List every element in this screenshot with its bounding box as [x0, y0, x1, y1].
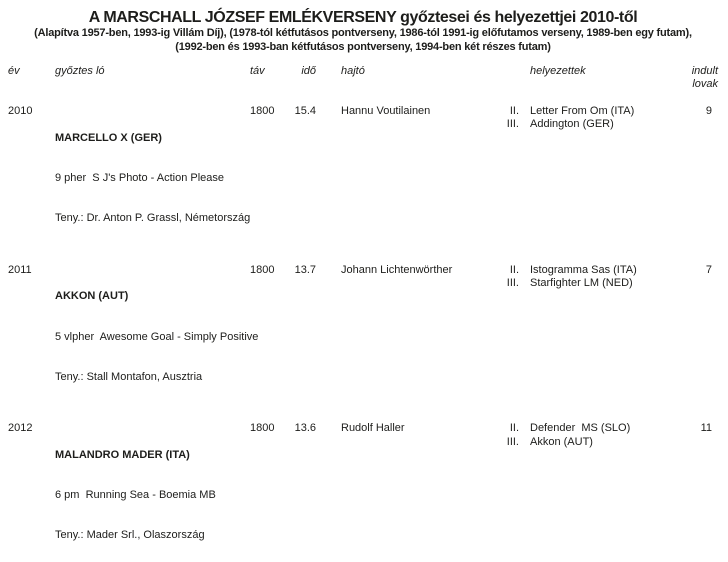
distance-cell: 1800 — [250, 263, 275, 276]
pedigree-line: 9 pher S J's Photo - Action Please — [55, 172, 225, 185]
breeder-line: Teny.: Stall Montafon, Ausztria — [55, 370, 203, 383]
table-header-row: év győztes ló táv idő hajtó helyezettek … — [8, 65, 718, 91]
third-place-horse: Akkon (AUT) — [530, 435, 593, 448]
column-header-winner: győztes ló — [55, 65, 105, 77]
winner-horse-name: AKKON (AUT) — [55, 290, 129, 303]
third-place-horse: Starfighter LM (NED) — [530, 276, 633, 289]
second-place-horse: Defender MS (SLO) — [530, 422, 631, 435]
pedigree-line: 5 vlpher Awesome Goal - Simply Positive — [55, 330, 259, 343]
driver-cell: Rudolf Haller — [341, 422, 405, 435]
distance-cell: 1800 — [250, 422, 275, 435]
third-place-line: III. Akkon (AUT) — [490, 436, 668, 449]
second-place-line: II. Letter From Om (ITA) — [490, 105, 668, 118]
column-header-time: idő — [301, 65, 316, 77]
second-place-line: II. Defender MS (SLO) — [490, 422, 668, 435]
placed-cell: II. Istogramma Sas (ITA) III. Starfighte… — [490, 264, 668, 291]
results-table-body: 2010 MARCELLO X (GER) 9 pher S J's Photo… — [8, 105, 718, 562]
third-place-rank: III. — [506, 276, 519, 289]
distance-cell: 1800 — [250, 105, 275, 117]
third-place-line: III. Addington (GER) — [490, 118, 668, 131]
year-cell: 2010 — [8, 105, 33, 117]
page-title: A MARSCHALL JÓZSEF EMLÉKVERSENY győztese… — [88, 9, 638, 26]
third-place-rank: III. — [506, 435, 519, 448]
winner-cell: MARCELLO X (GER) 9 pher S J's Photo - Ac… — [55, 105, 250, 252]
pedigree-line: 6 pm Running Sea - Boemia MB — [55, 489, 216, 502]
results-table: év győztes ló táv idő hajtó helyezettek … — [8, 65, 718, 562]
second-place-rank: II. — [509, 105, 519, 117]
second-place-rank: II. — [509, 422, 519, 435]
year-cell: 2012 — [8, 422, 33, 435]
column-header-distance: táv — [250, 65, 265, 77]
second-place-line: II. Istogramma Sas (ITA) — [490, 264, 668, 277]
winner-horse-name: MALANDRO MADER (ITA) — [55, 448, 190, 461]
table-row: 2012 MALANDRO MADER (ITA) 6 pm Running S… — [8, 422, 718, 562]
table-row: 2011 AKKON (AUT) 5 vlpher Awesome Goal -… — [8, 264, 718, 411]
started-count-cell: 11 — [700, 422, 712, 435]
breeder-line: Teny.: Dr. Anton P. Grassl, Németország — [55, 212, 251, 225]
placed-cell: II. Letter From Om (ITA) III. Addington … — [490, 105, 668, 132]
year-cell: 2011 — [8, 263, 32, 276]
third-place-line: III. Starfighter LM (NED) — [490, 277, 668, 290]
time-cell: 15.4 — [294, 105, 316, 117]
subtitle-line-1: (Alapítva 1957-ben, 1993-ig Villám Díj),… — [34, 27, 692, 39]
driver-cell: Hannu Voutilainen — [341, 105, 431, 117]
winner-cell: AKKON (AUT) 5 vlpher Awesome Goal - Simp… — [55, 264, 259, 411]
column-header-placed: helyezettek — [530, 65, 586, 77]
breeder-line: Teny.: Mader Srl., Olaszország — [55, 529, 205, 542]
winner-horse-name: MARCELLO X (GER) — [55, 131, 162, 144]
second-place-horse: Letter From Om (ITA) — [530, 105, 635, 117]
column-header-started: indult lovak — [691, 65, 718, 90]
driver-cell: Johann Lichtenwörther — [341, 263, 453, 276]
time-cell: 13.7 — [294, 263, 316, 276]
second-place-horse: Istogramma Sas (ITA) — [530, 263, 637, 276]
table-row: 2010 MARCELLO X (GER) 9 pher S J's Photo… — [8, 105, 718, 252]
column-header-year: év — [8, 65, 20, 77]
subtitle-line-2: (1992-ben és 1993-ban kétfutásos pontver… — [175, 40, 551, 53]
placed-cell: II. Defender MS (SLO) III. Akkon (AUT) — [490, 422, 668, 449]
second-place-rank: II. — [509, 263, 519, 276]
started-count-cell: 7 — [705, 263, 712, 276]
started-count-cell: 9 — [705, 105, 712, 117]
column-header-driver: hajtó — [341, 65, 365, 77]
third-place-horse: Addington (GER) — [530, 118, 614, 131]
third-place-rank: III. — [506, 118, 519, 131]
winner-cell: MALANDRO MADER (ITA) 6 pm Running Sea - … — [55, 422, 250, 562]
time-cell: 13.6 — [294, 422, 316, 435]
